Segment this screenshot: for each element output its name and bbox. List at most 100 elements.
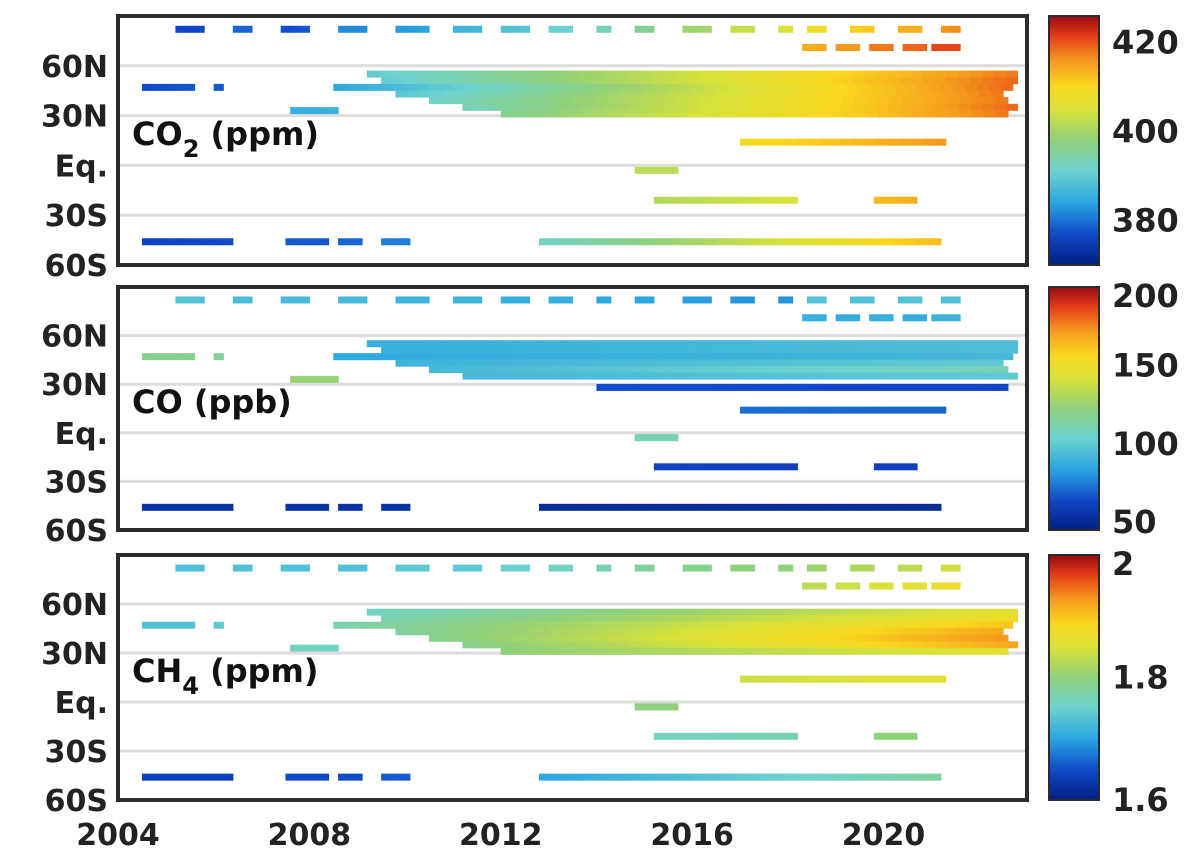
ch4-track-segment (326, 644, 339, 652)
ch4-track-segment (630, 647, 643, 655)
co-track-segment (901, 366, 914, 374)
co2-track-segment (808, 138, 821, 146)
co-track-segment (910, 340, 924, 348)
co2-track-segment (629, 97, 643, 105)
ch4-track-segment (750, 621, 763, 629)
co-track-segment (709, 340, 723, 348)
ch4-track-segment (922, 675, 935, 683)
co-track-segment (866, 383, 880, 391)
ch4-track-segment (757, 608, 770, 616)
co2-track-segment (785, 138, 798, 146)
co2-track-segment (922, 70, 936, 78)
co2-track-segment (500, 110, 514, 118)
co-track-segment (822, 503, 836, 511)
ch4-track-segment (521, 641, 534, 649)
co-tracks (118, 296, 1027, 532)
co-track-segment (887, 346, 901, 354)
co2-track-segment (889, 110, 903, 118)
co2-track-segment (751, 138, 764, 146)
ch4-track-segment (798, 621, 811, 629)
co2-track-segment (452, 25, 464, 33)
co-y-tick-label: 60S (45, 514, 108, 549)
ch4-track-segment (675, 615, 689, 623)
ch4-track-segment (909, 564, 923, 572)
co-track-segment (462, 372, 475, 380)
co2-track-segment (828, 70, 841, 78)
ch4-track-segment (970, 608, 983, 616)
co2-track-segment (773, 196, 786, 204)
co2-track-segment (953, 83, 966, 91)
co2-track-segment (714, 83, 728, 91)
co2-track-segment (380, 83, 394, 91)
co-track-segment (617, 366, 631, 374)
co2-track-segment (512, 83, 525, 91)
co2-track-segment (500, 83, 513, 91)
co2-track-segment (955, 90, 968, 98)
co-track-segment (749, 463, 763, 471)
co2-track-segment (759, 97, 773, 105)
ch4-track-segment (863, 608, 877, 616)
co-track-segment (473, 340, 486, 348)
ch4-track-segment (734, 641, 747, 649)
ch4-track-segment (901, 634, 914, 642)
co2-track-segment (650, 70, 664, 78)
ch4-track-segment (946, 615, 960, 623)
ch4-track-segment (780, 608, 794, 616)
co-track-segment (778, 296, 786, 304)
co-track-segment (758, 346, 771, 354)
co-track-segment (762, 353, 775, 361)
ch4-track-segment (592, 641, 605, 649)
co-track-segment (958, 372, 971, 380)
co2-track-segment (738, 83, 752, 91)
co2-track-segment (510, 25, 521, 33)
co-track-segment (943, 359, 957, 367)
co-track-segment (785, 463, 798, 471)
co2-track-segment (392, 83, 406, 91)
co-track-segment (881, 503, 895, 511)
co-track-segment (486, 372, 499, 380)
co2-track-segment (752, 90, 766, 98)
ch4-track-segment (380, 621, 394, 629)
co-track-segment (579, 340, 593, 348)
co-track-segment (650, 340, 664, 348)
co2-track-segment (857, 83, 871, 91)
ch4-track-segment (897, 564, 911, 572)
ch4-track-segment (366, 608, 380, 616)
co-track-segment (406, 296, 419, 304)
ch4-track-segment (760, 647, 773, 655)
co2-track-segment (644, 25, 655, 33)
co-track-segment (772, 383, 786, 391)
co-track-segment (534, 346, 547, 354)
co-track-segment (897, 296, 911, 304)
ch4-track-segment (922, 608, 936, 616)
co-track-segment (678, 353, 692, 361)
ch4-y-tick-label: 30S (45, 735, 108, 770)
co2-plot-frame (116, 14, 1029, 267)
co2-colorbar-gradient (1048, 15, 1100, 266)
ch4-track-segment (828, 641, 841, 649)
co-track-segment (747, 366, 761, 374)
co-track-segment (839, 340, 853, 348)
co2-track-segment (1000, 83, 1014, 91)
ch4-track-segment (876, 615, 889, 623)
co-track-segment (889, 366, 903, 374)
ch4-track-segment (913, 647, 926, 655)
ch4-track-segment (546, 615, 559, 623)
co-track-segment (773, 463, 786, 471)
co-track-segment (643, 383, 656, 391)
co2-track-segment (347, 25, 358, 33)
ch4-track-segment (712, 634, 725, 642)
co-track-segment (557, 346, 571, 354)
co2-track-segment (369, 83, 382, 91)
ch4-track-segment (745, 641, 759, 649)
ch4-track-segment (280, 564, 291, 572)
co2-track-segment (981, 70, 995, 78)
co-track-segment (290, 375, 303, 383)
co-track-segment (712, 366, 725, 374)
co-track-segment (545, 372, 558, 380)
co-track-segment (326, 375, 339, 383)
co2-track-segment (814, 44, 827, 52)
co2-track-segment (816, 25, 827, 33)
